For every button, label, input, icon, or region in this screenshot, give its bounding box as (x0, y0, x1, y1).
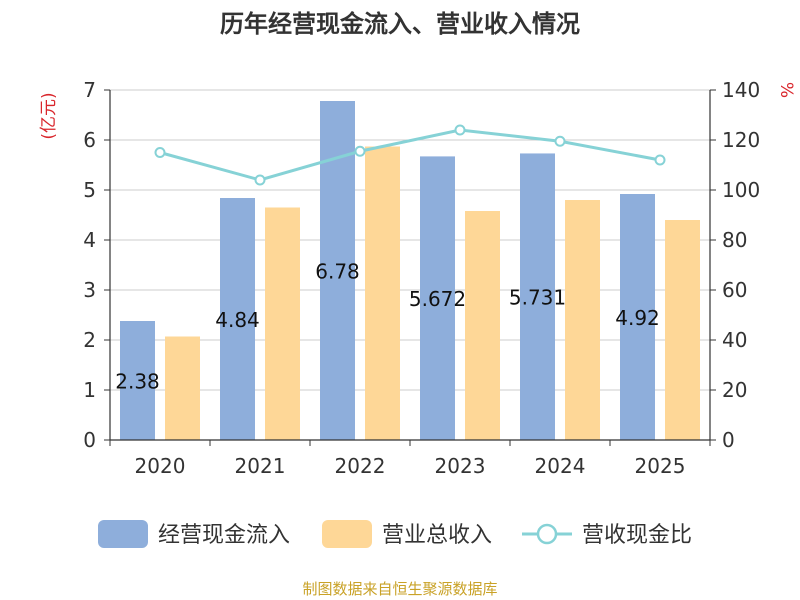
x-tick-label: 2023 (435, 454, 486, 478)
x-tick-label: 2025 (635, 454, 686, 478)
x-tick-label: 2024 (535, 454, 586, 478)
bar-data-label: 2.38 (115, 370, 160, 394)
right-tick-label: 60 (722, 278, 747, 302)
ratio-point (154, 147, 166, 158)
bar-cash-inflow (520, 153, 555, 440)
right-axis-unit: % (776, 82, 796, 98)
bar-cash-inflow (420, 156, 455, 440)
x-tick-label: 2021 (235, 454, 286, 478)
right-tick-label: 0 (722, 428, 735, 452)
right-tick-label: 120 (722, 128, 760, 152)
bars-layer (120, 101, 700, 440)
ratio-line (159, 128, 661, 182)
right-tick-label: 40 (722, 328, 747, 352)
right-tick-label: 100 (722, 178, 760, 202)
left-tick-label: 4 (83, 228, 96, 252)
ratio-point (354, 145, 366, 157)
bar-data-label: 4.84 (215, 308, 260, 332)
bar-data-label: 6.78 (315, 260, 360, 284)
ratio-point (454, 124, 466, 136)
bar-revenue (465, 211, 500, 440)
bar-revenue (165, 336, 200, 440)
legend-label: 营收现金比 (582, 523, 692, 548)
bar-cash-inflow (120, 321, 155, 440)
right-tick-label: 80 (722, 228, 747, 252)
legend-label: 经营现金流入 (158, 523, 290, 548)
left-tick-label: 2 (83, 328, 96, 352)
bar-revenue (565, 200, 600, 440)
legend-swatch (98, 520, 148, 548)
data-labels-layer: 2.38 4.84 6.78 5.672 5.731 4.92 (115, 260, 660, 394)
legend-swatch (322, 520, 372, 548)
source-note: 制图数据来自恒生聚源数据库 (302, 580, 497, 598)
bar-revenue (265, 207, 300, 440)
bar-data-label: 5.672 (409, 287, 466, 311)
ratio-line-layer (154, 124, 666, 186)
left-tick-label: 5 (83, 178, 96, 202)
left-tick-label: 1 (83, 378, 96, 402)
left-tick-label: 0 (83, 428, 96, 452)
bar-cash-inflow (620, 194, 655, 440)
right-tick-label: 140 (722, 78, 760, 102)
left-tick-label: 3 (83, 278, 96, 302)
bar-revenue (365, 146, 400, 440)
left-tick-label: 6 (83, 128, 96, 152)
bar-data-label: 5.731 (509, 286, 566, 310)
bar-revenue (665, 220, 700, 440)
axes-layer: 0 1 2 3 4 5 6 7 0 20 40 60 80 100 120 140 2020 2021 2022 20… (83, 78, 760, 478)
left-tick-label: 7 (83, 78, 96, 102)
x-tick-label: 2020 (135, 454, 186, 478)
left-axis-unit: (亿元) (39, 92, 59, 139)
ratio-point (254, 174, 266, 186)
chart-title: 历年经营现金流入、营业收入情况 (220, 10, 580, 38)
legend-marker (536, 523, 558, 545)
bar-data-label: 4.92 (615, 306, 660, 330)
x-tick-label: 2022 (335, 454, 386, 478)
bar-cash-inflow (220, 198, 255, 440)
right-tick-label: 20 (722, 378, 747, 402)
legend-label: 营业总收入 (382, 523, 492, 548)
legend: 经营现金流入 营业总收入 营收现金比 (98, 520, 692, 548)
ratio-point (554, 135, 566, 147)
ratio-point (654, 154, 666, 166)
